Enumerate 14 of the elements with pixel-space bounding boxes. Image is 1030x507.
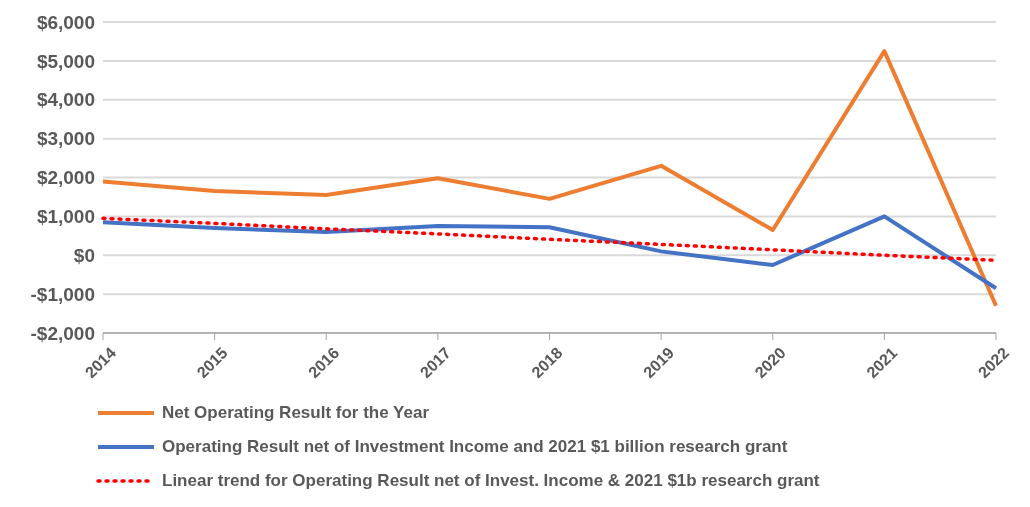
y-tick-label: -$1,000 bbox=[30, 283, 95, 305]
legend-label: Linear trend for Operating Result net of Invest. Income & 2021 $1b research grant bbox=[162, 471, 820, 491]
legend-label: Operating Result net of Investment Income and 2021 $1 billion research grant bbox=[162, 437, 788, 457]
line-series bbox=[101, 49, 998, 308]
y-tick-label: -$2,000 bbox=[30, 322, 95, 344]
y-tick-label: $4,000 bbox=[36, 89, 95, 111]
y-tick-label: $2,000 bbox=[36, 167, 95, 189]
y-tick-label: $3,000 bbox=[36, 128, 95, 150]
y-tick-label: $6,000 bbox=[36, 11, 95, 33]
y-tick-label: $0 bbox=[73, 244, 95, 266]
line-series bbox=[101, 214, 998, 291]
legend-label: Net Operating Result for the Year bbox=[162, 403, 430, 423]
y-tick-label: $1,000 bbox=[36, 206, 95, 228]
y-tick-label: $5,000 bbox=[36, 50, 95, 72]
